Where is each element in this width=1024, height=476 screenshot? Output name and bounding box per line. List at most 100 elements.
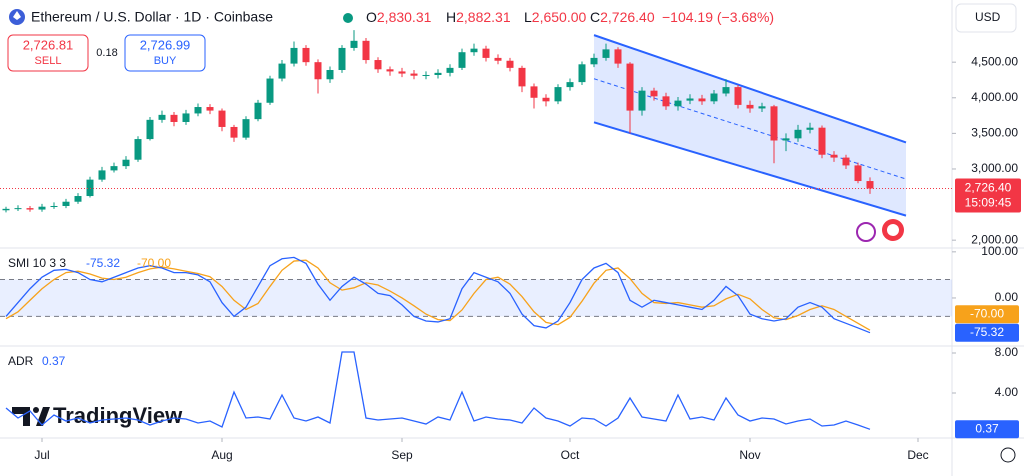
spread: 0.18	[96, 47, 117, 59]
ohlc-legend: O2,830.31 H2,882.31 L2,650.00 C2,726.40 …	[366, 9, 774, 25]
watermark-icon	[12, 407, 30, 426]
candle-body	[242, 119, 250, 138]
y-tick-label: 4.00	[995, 385, 1019, 399]
candle-body	[146, 119, 154, 140]
y-tick-label: 3,500.00	[971, 126, 1018, 140]
candle-body	[794, 129, 802, 139]
event-icon[interactable]	[856, 222, 876, 242]
y-tick-label: 4,000.00	[971, 90, 1018, 104]
candle-body	[566, 82, 574, 88]
candle-body	[638, 90, 646, 111]
candle-body	[218, 110, 226, 127]
y-tick-label: 100.00	[981, 244, 1018, 258]
candle-body	[770, 106, 778, 141]
channel-line	[593, 121, 907, 217]
candle-body	[602, 49, 610, 58]
candle-body	[422, 74, 430, 76]
ohlc-key: L	[524, 9, 532, 25]
watermark-icon	[33, 407, 39, 413]
watermark-text: TradingView	[53, 403, 183, 428]
candle-body	[686, 98, 694, 101]
x-tick-label: Jul	[34, 448, 49, 462]
y-tick-label: 2,000.00	[971, 232, 1018, 246]
candle-body	[182, 113, 190, 122]
price-tag-bg	[955, 178, 1021, 213]
candle-body	[674, 100, 682, 107]
coin-logo-glyph	[13, 11, 21, 20]
event-icon	[887, 224, 899, 236]
candle-body	[374, 60, 382, 70]
candle-body	[506, 60, 514, 68]
y-tick-label: 3,000.00	[971, 161, 1018, 175]
candle-body	[734, 87, 742, 105]
candle-body	[74, 196, 82, 202]
pane-legend-value: -70.00	[137, 256, 171, 270]
x-tick-label: Aug	[211, 448, 232, 462]
ohlc-key: C	[590, 9, 600, 25]
candle-body	[386, 69, 394, 72]
ohlc-key: O	[366, 9, 377, 25]
candle-body	[446, 67, 454, 73]
candle-body	[782, 138, 790, 141]
candle-body	[494, 57, 502, 61]
candle-body	[26, 208, 34, 210]
candle-body	[722, 87, 730, 94]
indicator-line	[5, 259, 871, 331]
sell-button[interactable]	[7, 34, 89, 72]
candle-body	[758, 106, 766, 109]
candle-body	[530, 86, 538, 98]
x-tick-label: Dec	[907, 448, 928, 462]
indicator-line	[5, 256, 871, 334]
candle-body	[554, 87, 562, 102]
candle-body	[470, 48, 478, 53]
x-tick-label: Oct	[561, 448, 580, 462]
candle-body	[134, 139, 142, 160]
channel-line	[593, 34, 907, 144]
candle-body	[338, 47, 346, 71]
y-tick-label: 8.00	[995, 345, 1019, 359]
change: −104.19 (−3.68%)	[662, 9, 774, 25]
candle-body	[698, 98, 706, 102]
currency-label: USD	[975, 10, 1001, 24]
candle-body	[266, 78, 274, 103]
channel-midline	[593, 78, 907, 180]
candle-body	[230, 126, 238, 138]
ohlc-value: 2,882.31	[456, 9, 511, 25]
candle-body	[50, 205, 58, 207]
y-tick-label: 4,500.00	[971, 54, 1018, 68]
candle-body	[842, 157, 850, 166]
candle-body	[806, 127, 814, 130]
ohlc-key: H	[446, 9, 456, 25]
x-tick-label: Sep	[391, 448, 413, 462]
candle-body	[278, 63, 286, 79]
candle-body	[254, 102, 262, 120]
band-fill	[0, 279, 952, 317]
buy-button[interactable]	[124, 34, 206, 72]
candle-body	[62, 201, 70, 206]
settings-icon[interactable]	[1000, 447, 1016, 463]
candle-body	[866, 181, 874, 189]
candle-body	[818, 127, 826, 155]
pane-title: ADR	[8, 354, 34, 368]
candle-body	[590, 57, 598, 65]
currency-button[interactable]	[955, 3, 1017, 33]
candle-body	[302, 47, 310, 63]
candle-body	[2, 208, 10, 211]
candle-body	[362, 40, 370, 61]
candle-body	[626, 63, 634, 111]
value-tag: -75.32	[970, 325, 1004, 339]
price-tag: 2,726.40	[965, 181, 1012, 195]
channel-fill	[594, 35, 906, 216]
candle-body	[350, 40, 358, 48]
candle-body	[650, 90, 658, 97]
candle-body	[314, 62, 322, 80]
watermark: TradingView	[12, 403, 183, 428]
candle-body	[98, 170, 106, 180]
candle-body	[830, 154, 838, 158]
candle-body	[410, 73, 418, 76]
y-tick-label: 0.00	[995, 290, 1019, 304]
candle-body	[14, 208, 22, 210]
candle-body	[482, 48, 490, 58]
ohlc-value: 2,650.00	[532, 9, 587, 25]
